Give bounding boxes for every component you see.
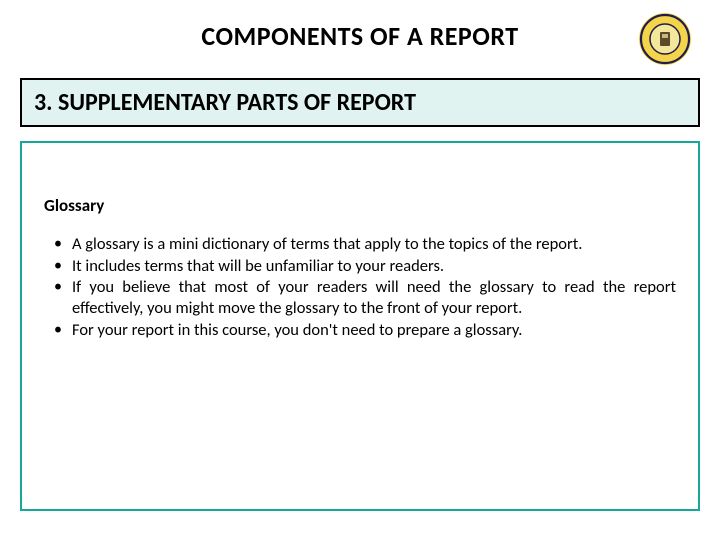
content-panel: Glossary A glossary is a mini dictionary… [20, 141, 700, 511]
header: COMPONENTS OF A REPORT [0, 0, 720, 70]
subtitle-banner: 3. SUPPLEMENTARY PARTS OF REPORT [20, 78, 700, 127]
university-logo-icon [638, 12, 692, 66]
list-item: It includes terms that will be unfamilia… [50, 256, 676, 277]
list-item: If you believe that most of your readers… [50, 277, 676, 318]
bullet-list: A glossary is a mini dictionary of terms… [44, 234, 676, 340]
list-item: For your report in this course, you don'… [50, 320, 676, 341]
page-title: COMPONENTS OF A REPORT [0, 20, 720, 52]
list-item: A glossary is a mini dictionary of terms… [50, 234, 676, 255]
section-heading: Glossary [44, 195, 676, 216]
